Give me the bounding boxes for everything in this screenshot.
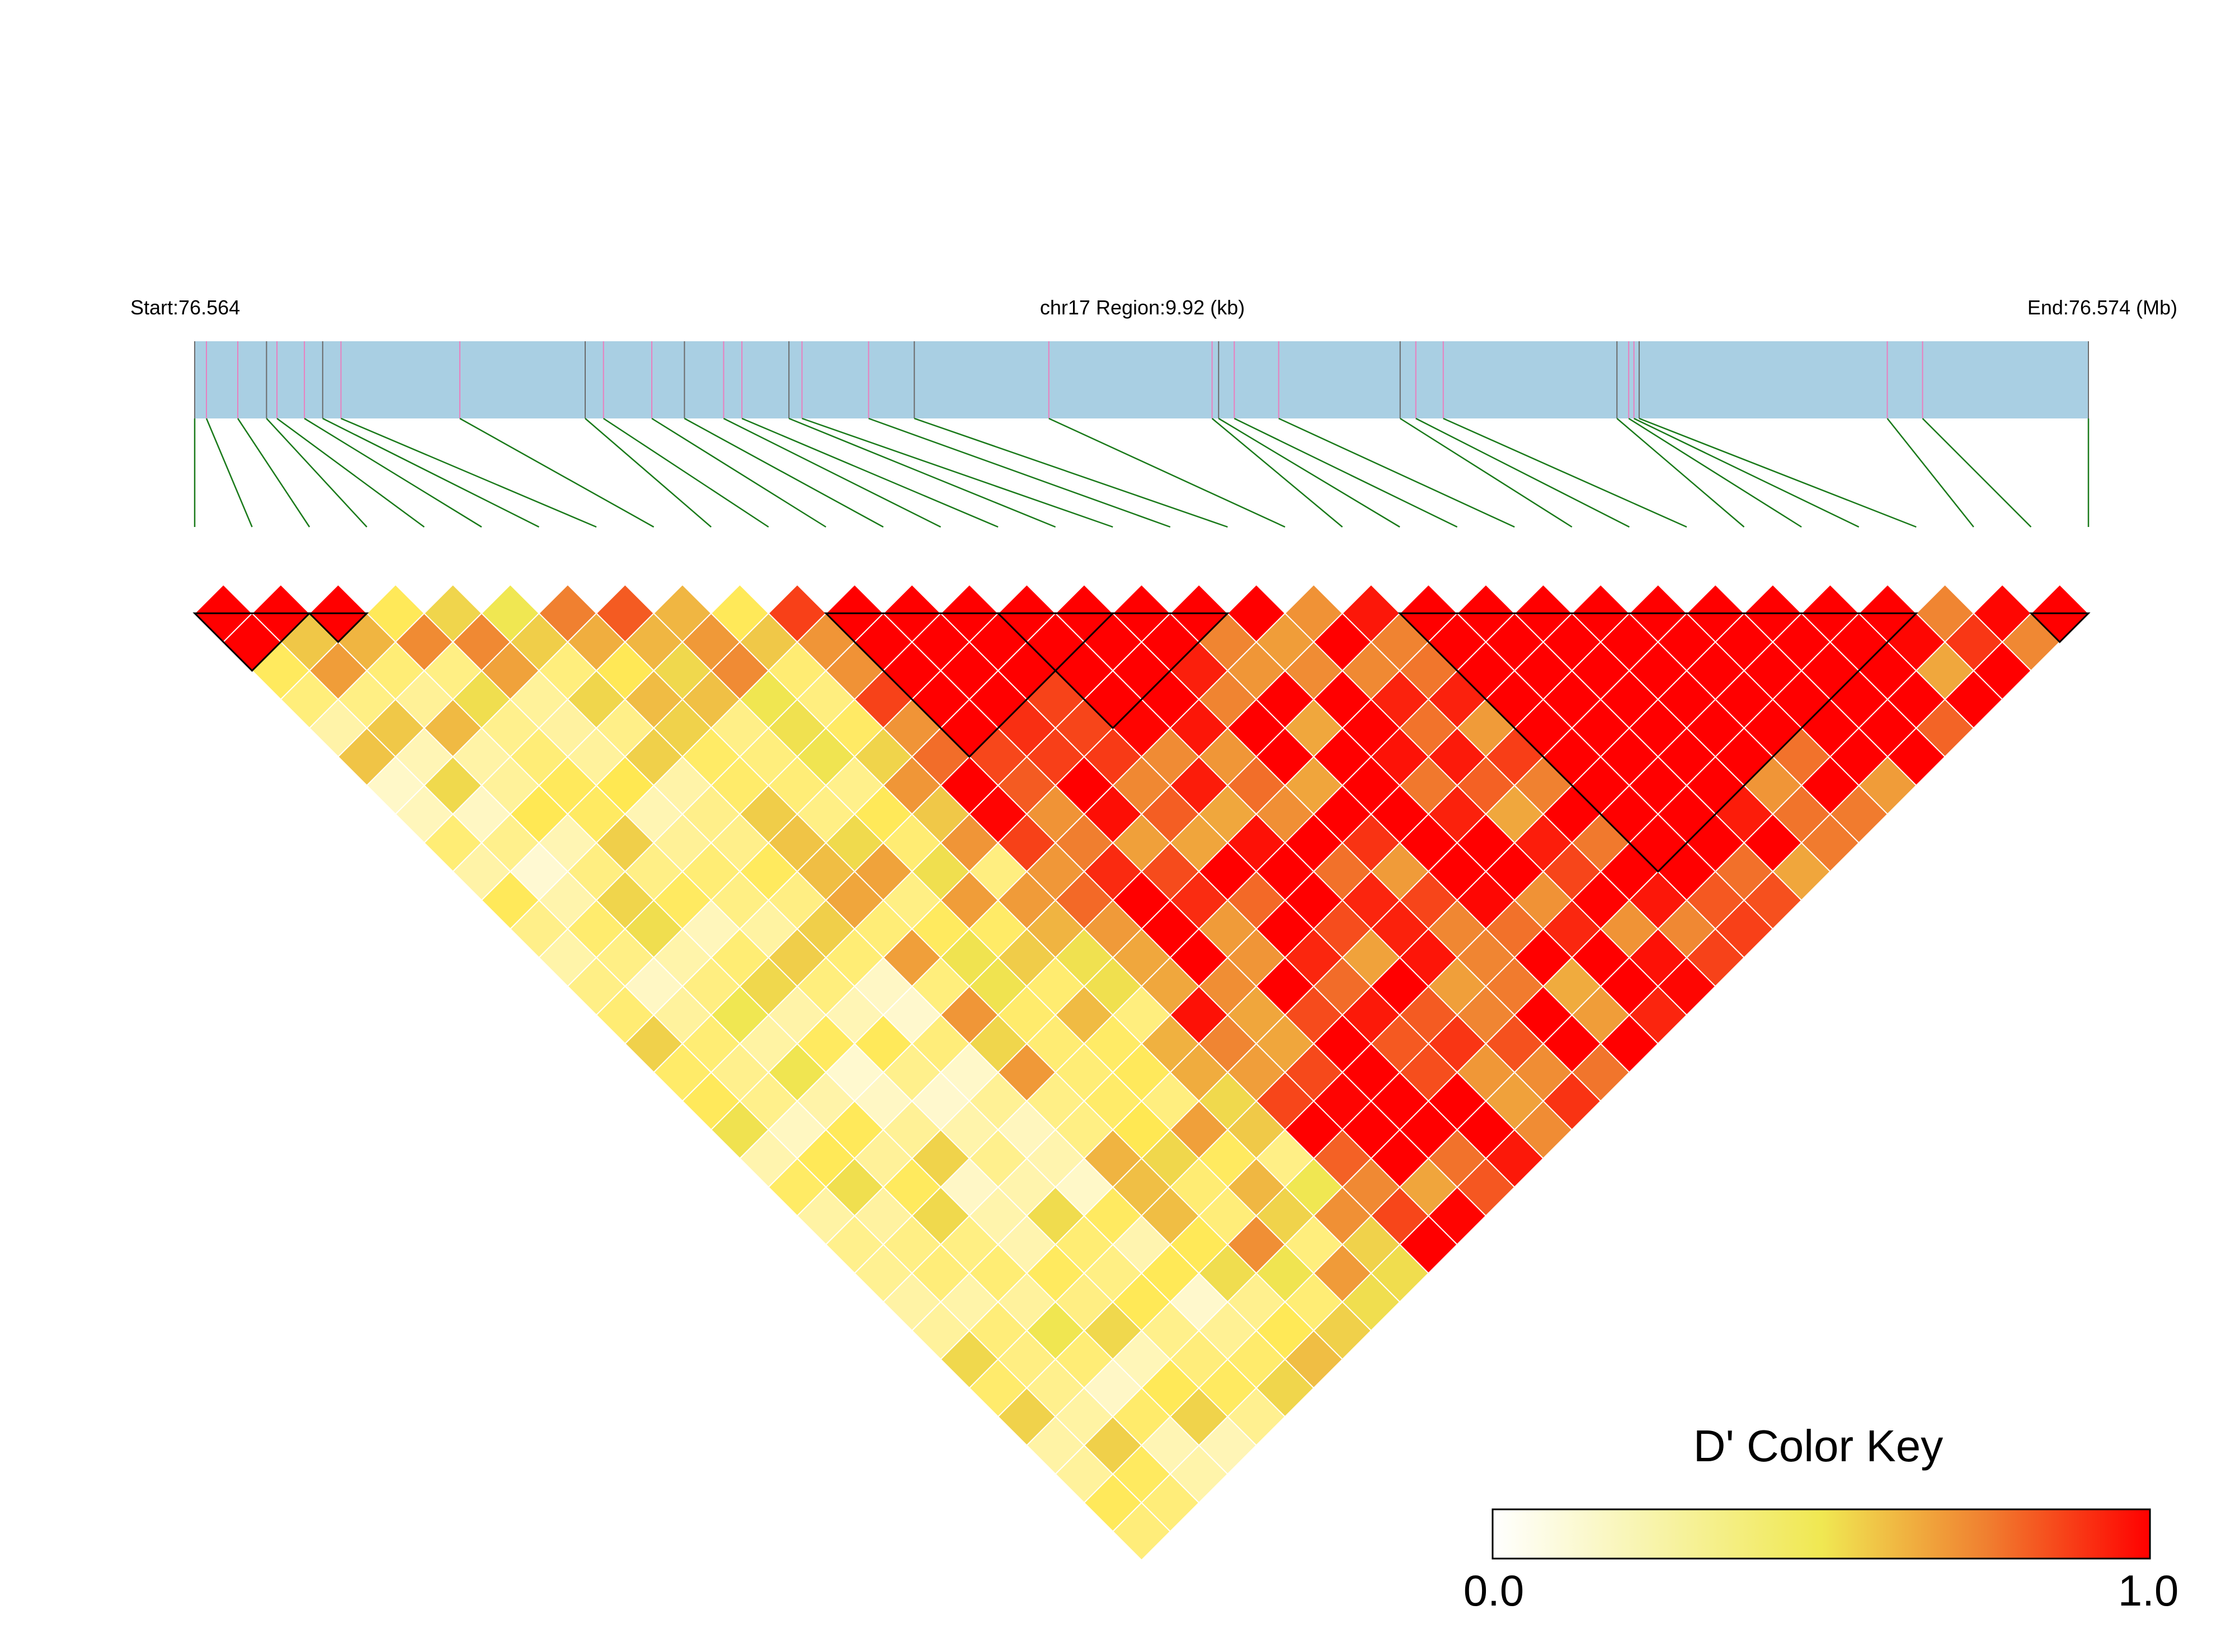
snp-connector <box>1278 417 1515 528</box>
ld-heatmap <box>194 583 2090 1561</box>
color-key-gradient <box>1491 1508 2151 1560</box>
ld-block-outline <box>824 612 1115 758</box>
snp-connector <box>1634 417 1860 528</box>
snp-connector <box>788 417 1056 528</box>
region-label: chr17 Region:9.92 (kb) <box>1040 296 1245 319</box>
snp-connector <box>322 417 540 528</box>
snp-connector <box>340 417 597 528</box>
ld-block-outlines <box>192 612 2091 873</box>
end-label: End:76.574 (Mb) <box>2027 296 2177 319</box>
snp-connector <box>1234 417 1458 528</box>
snp-connector <box>1616 418 1745 528</box>
chromosome-bar <box>195 341 2088 418</box>
snp-connector <box>868 417 1171 528</box>
ld-block-outline <box>307 612 369 643</box>
snp-connector <box>723 417 942 528</box>
snp-ticks <box>194 341 2089 418</box>
snp-connector <box>266 418 368 528</box>
snp-connector <box>585 418 712 528</box>
snp-connector <box>1639 417 1917 528</box>
start-label: Start:76.564 <box>130 296 240 319</box>
snp-connectors <box>194 417 2090 528</box>
snp-connector <box>914 417 1228 528</box>
snp-connector <box>1400 417 1573 528</box>
snp-connector <box>684 417 884 528</box>
snp-connector <box>802 417 1113 528</box>
color-key-title: D' Color Key <box>1693 1421 1944 1471</box>
snp-connector <box>1922 418 2032 528</box>
snp-connector <box>651 417 826 528</box>
ld-block-outline <box>192 612 312 672</box>
snp-connector <box>1211 418 1343 528</box>
snp-connector <box>1628 417 1802 528</box>
snp-connector <box>603 417 769 528</box>
snp-connector <box>1218 417 1400 528</box>
snp-connector <box>1886 418 1974 528</box>
snp-connector <box>741 417 999 528</box>
snp-connector <box>304 417 482 528</box>
snp-connector <box>1443 417 1687 528</box>
ld-block-outline <box>1398 612 1918 873</box>
snp-connector <box>1048 417 1286 528</box>
color-key-min-label: 0.0 <box>1464 1566 1524 1615</box>
color-key: D' Color Key 0.0 1.0 <box>1464 1421 2178 1615</box>
ld-block-outline <box>996 612 1230 729</box>
snp-connector <box>237 418 310 528</box>
color-key-max-label: 1.0 <box>2118 1566 2178 1615</box>
snp-connector <box>459 417 655 528</box>
snp-connector <box>1415 417 1630 528</box>
snp-connector <box>276 417 425 528</box>
snp-connector <box>205 418 253 528</box>
ld-block-outline <box>2029 612 2091 643</box>
